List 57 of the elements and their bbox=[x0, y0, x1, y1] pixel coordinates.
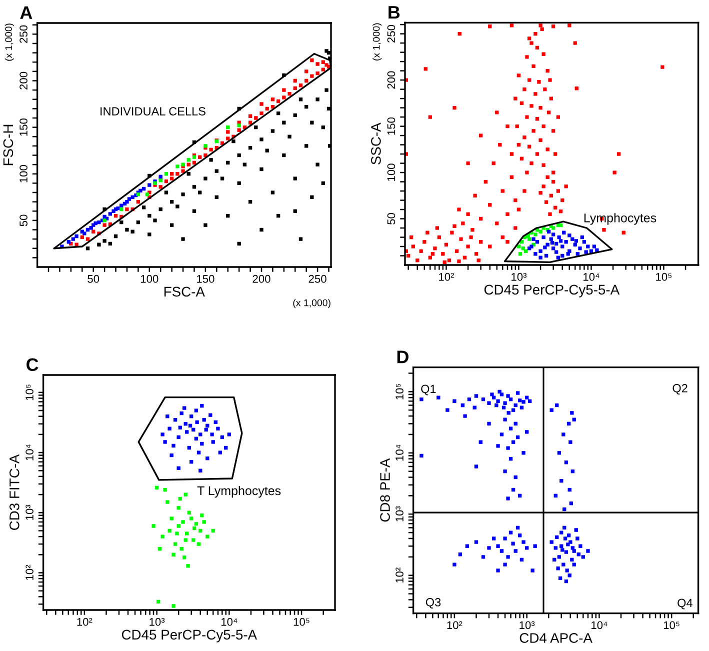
y-tick-label: 200 bbox=[20, 72, 28, 90]
y-tick-label: 10⁴ bbox=[26, 444, 34, 460]
y-tick-label: 250 bbox=[20, 25, 28, 43]
x-tick-label: 10² bbox=[77, 618, 92, 626]
annotation: T Lymphocytes bbox=[197, 486, 281, 498]
annotation: INDIVIDUAL CELLS bbox=[100, 107, 206, 116]
x-tick-label: 10³ bbox=[512, 272, 527, 281]
x-tick-label: 10² bbox=[439, 272, 454, 281]
annotation: Q2 bbox=[672, 384, 688, 394]
y-axis-title: SSC-A bbox=[371, 122, 381, 164]
chart-title: A bbox=[20, 6, 32, 19]
x-tick-label: 10⁵ bbox=[294, 618, 310, 626]
y-tick-label: 50 bbox=[387, 213, 396, 224]
x-tick-label: 50 bbox=[88, 274, 100, 283]
x-axis-title: CD4 APC-A bbox=[520, 633, 592, 643]
text: (x 1,000) bbox=[372, 23, 382, 60]
x-tick-label: 200 bbox=[252, 274, 270, 283]
x-tick-label: 10³ bbox=[150, 618, 165, 626]
y-tick-label: 150 bbox=[387, 117, 396, 135]
annotation: Q3 bbox=[426, 598, 441, 608]
y-tick-label: 200 bbox=[387, 71, 396, 89]
y-tick-label: 100 bbox=[20, 165, 28, 182]
chart-title: D bbox=[397, 350, 408, 364]
y-tick-label: 10⁴ bbox=[396, 444, 404, 461]
x-tick-label: 250 bbox=[308, 274, 326, 283]
y-tick-label: 10² bbox=[396, 568, 404, 583]
chart-title: C bbox=[26, 358, 38, 372]
chart-title: B bbox=[388, 6, 400, 19]
text: (x 1,000) bbox=[293, 299, 330, 308]
y-tick-label: 50 bbox=[20, 214, 28, 226]
y-axis-title: CD8 PE-A bbox=[380, 458, 390, 522]
y-tick-label: 150 bbox=[20, 118, 28, 136]
x-tick-label: 10³ bbox=[520, 621, 535, 630]
y-tick-label: 10⁵ bbox=[396, 384, 404, 400]
x-tick-label: 10⁵ bbox=[656, 272, 672, 281]
y-tick-label: 250 bbox=[387, 24, 396, 43]
x-axis-title: CD45 PerCP-Cy5-5-A bbox=[484, 284, 620, 298]
y-tick-label: 10³ bbox=[396, 506, 404, 522]
text: (x 1,000) bbox=[4, 24, 14, 61]
x-tick-label: 150 bbox=[197, 274, 214, 283]
annotation: Lymphocytes bbox=[584, 213, 656, 225]
x-tick-label: 10⁴ bbox=[221, 618, 238, 626]
y-tick-label: 10⁵ bbox=[26, 384, 34, 400]
x-tick-label: 10² bbox=[447, 621, 462, 630]
x-tick-label: 10⁵ bbox=[664, 621, 680, 630]
y-axis-title: FSC-H bbox=[3, 124, 14, 166]
x-axis-title: CD45 PerCP-Cy5-5-A bbox=[122, 630, 258, 642]
annotation: Q4 bbox=[678, 598, 692, 610]
y-tick-label: 100 bbox=[387, 164, 396, 181]
y-tick-label: 10² bbox=[26, 564, 34, 580]
y-tick-label: 10³ bbox=[26, 504, 34, 520]
y-axis-title: CD3 FITC-A bbox=[9, 454, 20, 530]
x-tick-label: 10⁴ bbox=[591, 621, 608, 630]
annotation: Q1 bbox=[421, 384, 436, 396]
x-axis-title: FSC-A bbox=[164, 286, 205, 297]
x-tick-label: 100 bbox=[140, 274, 158, 283]
x-tick-label: 10⁴ bbox=[583, 272, 600, 281]
